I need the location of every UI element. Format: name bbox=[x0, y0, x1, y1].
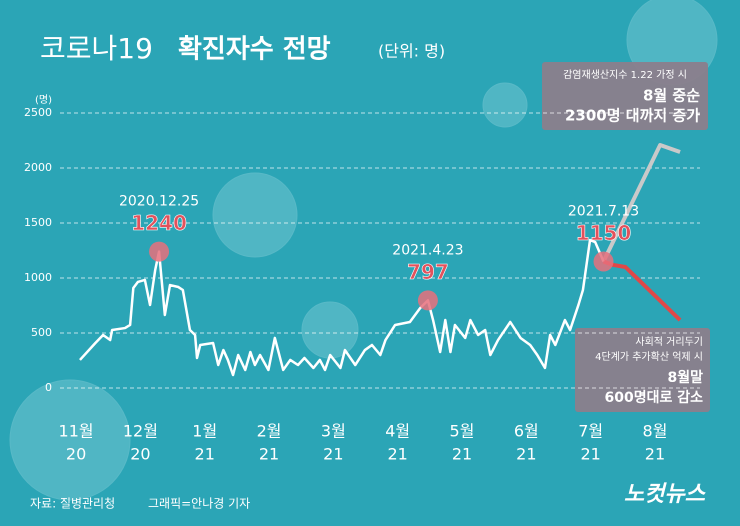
annotation-date: 2020.12.25 bbox=[119, 194, 199, 210]
y-tick-label: 2000 bbox=[24, 161, 52, 174]
logo: 노컷뉴스 bbox=[624, 482, 707, 507]
x-tick-label: 5월 bbox=[450, 422, 475, 441]
annotation-date: 2021.4.23 bbox=[392, 242, 463, 258]
callout-when: 8월말 bbox=[667, 369, 703, 386]
x-tick-label: 8월 bbox=[643, 422, 668, 441]
annotation-value: 1150 bbox=[576, 221, 632, 245]
x-tick-year: 21 bbox=[452, 445, 472, 464]
x-tick-label: 12월 bbox=[123, 422, 158, 441]
highlight-marker bbox=[593, 251, 614, 272]
highlight-marker bbox=[417, 290, 438, 311]
source: 자료: 질병관리청 bbox=[30, 497, 115, 511]
y-tick-label: 2500 bbox=[24, 106, 52, 119]
x-tick-label: 2월 bbox=[257, 422, 282, 441]
x-tick-label: 1월 bbox=[192, 422, 217, 441]
callout-box bbox=[542, 62, 708, 130]
x-tick-label: 6월 bbox=[514, 422, 539, 441]
unit-note: (단위: 명) bbox=[378, 42, 445, 61]
annotation-value: 797 bbox=[407, 260, 449, 284]
annotation-date: 2021.7.13 bbox=[568, 204, 639, 220]
x-tick-year: 21 bbox=[195, 445, 215, 464]
callout-condition: 4단계가 추가확산 억제 시 bbox=[595, 351, 703, 363]
line-series bbox=[601, 143, 681, 263]
x-tick-label: 4월 bbox=[385, 422, 410, 441]
x-tick-year: 21 bbox=[645, 445, 665, 464]
x-tick-label: 7월 bbox=[578, 422, 603, 441]
callout-when: 8월 중순 bbox=[643, 87, 700, 105]
x-tick-year: 21 bbox=[580, 445, 600, 464]
x-tick-year: 21 bbox=[388, 445, 408, 464]
callout-result: 600명대로 감소 bbox=[605, 389, 704, 406]
x-tick-label: 3월 bbox=[321, 422, 346, 441]
x-tick-year: 20 bbox=[130, 445, 150, 464]
x-tick-year: 21 bbox=[323, 445, 343, 464]
line-series bbox=[79, 238, 605, 377]
title: 코로나19 bbox=[40, 32, 153, 65]
x-tick-label: 11월 bbox=[59, 422, 94, 441]
y-unit: (명) bbox=[35, 94, 52, 106]
y-tick-label: 1000 bbox=[24, 271, 52, 284]
credit: 그래픽=안나경 기자 bbox=[148, 497, 250, 511]
title-emphasis: 확진자수 전망 bbox=[178, 35, 331, 65]
callout-condition: 감염재생산지수 1.22 가정 시 bbox=[563, 69, 687, 81]
x-tick-year: 20 bbox=[66, 445, 86, 464]
annotation-value: 1240 bbox=[131, 211, 187, 235]
x-tick-year: 21 bbox=[516, 445, 536, 464]
y-tick-label: 1500 bbox=[24, 216, 52, 229]
x-tick-year: 21 bbox=[259, 445, 279, 464]
y-tick-label: 500 bbox=[31, 326, 52, 339]
callout-result: 2300명 대까지 증가 bbox=[565, 107, 700, 125]
callout-box bbox=[575, 328, 710, 412]
y-tick-label: 0 bbox=[45, 381, 52, 394]
highlight-marker bbox=[149, 241, 170, 262]
callout-condition: 사회적 거리두기 bbox=[635, 336, 703, 348]
